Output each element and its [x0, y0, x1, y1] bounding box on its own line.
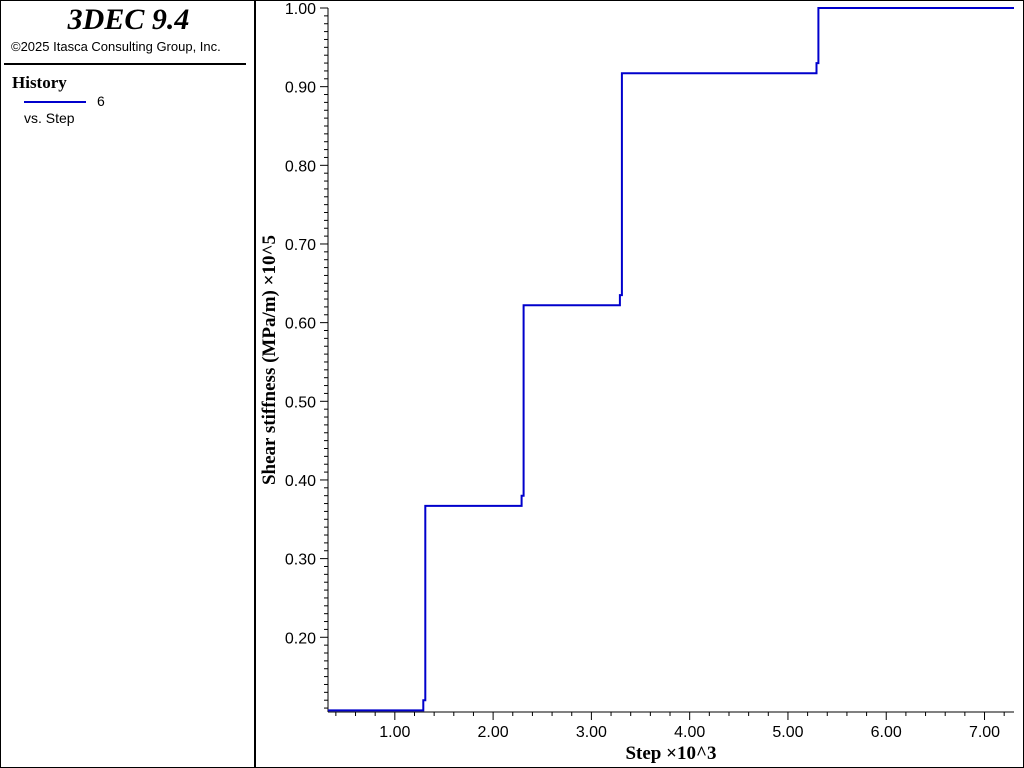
x-tick-label: 6.00: [871, 724, 902, 741]
y-tick-label: 0.70: [285, 237, 316, 254]
legend-line-swatch: [24, 101, 86, 103]
tick-marks: [320, 7, 1005, 720]
x-tick-label: 1.00: [379, 724, 410, 741]
x-tick-label: 2.00: [478, 724, 509, 741]
legend-panel: 3DEC 9.4 ©2025 Itasca Consulting Group, …: [1, 1, 256, 767]
y-tick-label: 0.20: [285, 630, 316, 647]
y-tick-label: 0.60: [285, 316, 316, 333]
tick-labels: 0.20 0.30 0.40 0.50 0.60 0.70 0.80 0.90 1.00 1.00…: [285, 1, 1000, 741]
y-tick-label: 0.80: [285, 158, 316, 175]
legend-series-label: 6: [97, 93, 105, 109]
copyright-text: ©2025 Itasca Consulting Group, Inc.: [11, 39, 221, 54]
app-title: 3DEC 9.4: [67, 3, 190, 36]
series-group: [328, 7, 1014, 712]
y-tick-label: 0.90: [285, 80, 316, 97]
y-tick-label: 1.00: [285, 1, 316, 18]
title-divider: [4, 63, 246, 65]
x-axis-title: Step ×10^3: [625, 743, 716, 764]
series-line: [328, 7, 1014, 712]
x-tick-label: 5.00: [772, 724, 803, 741]
x-tick-label: 3.00: [576, 724, 607, 741]
y-tick-label: 0.30: [285, 552, 316, 569]
y-axis-title: Shear stiffness (MPa/m) ×10^5: [259, 235, 280, 485]
axes: [327, 8, 1014, 713]
legend-vs-label: vs. Step: [24, 110, 75, 126]
legend-heading: History: [12, 73, 67, 92]
y-tick-label: 0.50: [285, 394, 316, 411]
x-tick-label: 4.00: [674, 724, 705, 741]
x-tick-label: 7.00: [969, 724, 1000, 741]
y-tick-label: 0.40: [285, 473, 316, 490]
